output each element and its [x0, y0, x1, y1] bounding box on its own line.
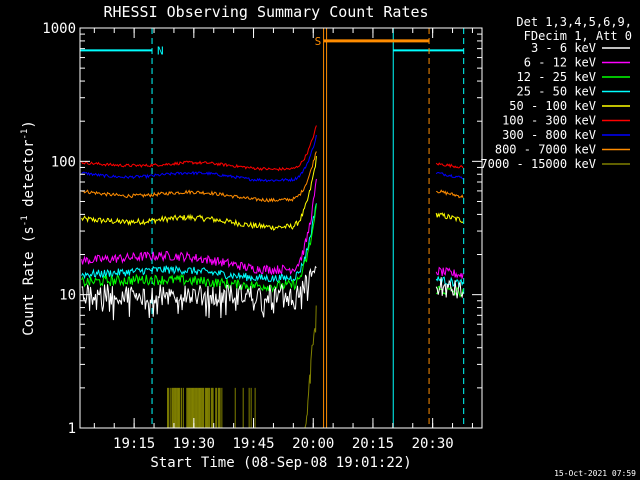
- series-line-8: [167, 305, 317, 429]
- series-line-post-5: [435, 162, 464, 169]
- x-tick-label-2: 19:45: [232, 436, 274, 452]
- y-axis-label-end: ): [21, 120, 37, 128]
- legend-label-5: 100 - 300 keV: [502, 114, 596, 128]
- series-line-post-7: [436, 189, 464, 199]
- y-axis-label-mid: detector: [21, 140, 37, 216]
- x-tick-label-5: 20:30: [412, 436, 454, 452]
- series-line-6: [81, 134, 317, 183]
- y-axis: 1 10 100 1000: [42, 21, 482, 437]
- legend-label-0: 3 - 6 keV: [531, 41, 596, 55]
- series-line-post-1: [435, 266, 464, 279]
- legend-header-line-1: Det 1,3,4,5,6,9,: [516, 15, 632, 29]
- y-tick-label-3: 1000: [42, 21, 76, 37]
- markers-layer: NS: [79, 28, 465, 428]
- y-axis-label-main: Count Rate (s: [21, 226, 37, 336]
- y-axis-label-sup1: -1: [20, 215, 30, 226]
- series-line-7: [81, 151, 317, 203]
- legend-label-8: 7000 - 15000 keV: [480, 157, 596, 171]
- legend-label-4: 50 - 100 keV: [509, 99, 596, 113]
- series-line-4: [81, 156, 317, 231]
- series-line-post-2: [435, 285, 464, 298]
- saa-label-2: S: [315, 35, 322, 48]
- legend: Det 1,3,4,5,6,9, FDecim 1, Att 0 3 - 6 k…: [480, 15, 632, 171]
- x-tick-label-0: 19:15: [113, 436, 155, 452]
- y-tick-label-0: 1: [68, 421, 76, 437]
- y-axis-label: Count Rate (s-1 detector-1): [20, 120, 37, 336]
- timestamp: 15-Oct-2021 07:59: [554, 469, 636, 478]
- night-label-0: N: [157, 44, 164, 57]
- series-line-1: [81, 178, 317, 276]
- legend-label-6: 300 - 800 keV: [502, 128, 596, 142]
- legend-header-line-2: FDecim 1, Att 0: [524, 29, 632, 43]
- series-rise-8: [304, 305, 317, 429]
- x-tick-label-4: 20:15: [352, 436, 394, 452]
- legend-label-2: 12 - 25 keV: [517, 70, 596, 84]
- x-axis-label: Start Time (08-Sep-08 19:01:22): [150, 455, 411, 471]
- y-tick-label-1: 10: [59, 288, 76, 304]
- y-axis-label-sup2: -1: [20, 129, 30, 140]
- legend-label-7: 800 - 7000 keV: [495, 143, 596, 157]
- plot-frame: [79, 27, 483, 429]
- y-tick-label-2: 100: [51, 154, 76, 170]
- x-tick-label-3: 20:00: [292, 436, 334, 452]
- x-axis: 19:15 19:30 19:45 20:00 20:15 20:30: [93, 28, 473, 452]
- series-line-post-6: [435, 171, 464, 180]
- series-layer: [81, 125, 464, 429]
- series-line-2: [81, 204, 317, 293]
- series-line-post-4: [435, 212, 464, 224]
- series-line-3: [81, 203, 317, 284]
- legend-label-3: 25 - 50 keV: [517, 85, 596, 99]
- legend-label-1: 6 - 12 keV: [524, 56, 596, 70]
- series-line-post-0: [435, 277, 464, 299]
- x-tick-label-1: 19:30: [173, 436, 215, 452]
- chart-title: RHESSI Observing Summary Count Rates: [103, 3, 428, 21]
- series-line-5: [81, 125, 317, 172]
- series-line-0: [81, 265, 317, 321]
